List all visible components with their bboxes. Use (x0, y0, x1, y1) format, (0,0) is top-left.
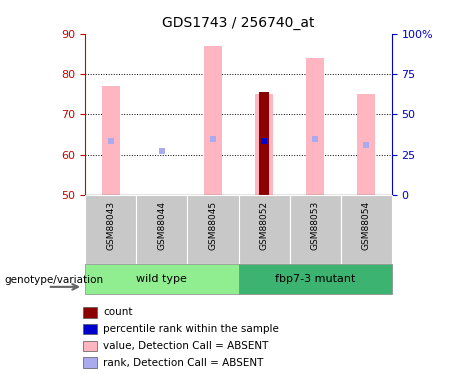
Bar (85, 195, 136, 264)
Bar (83, 324, 97, 334)
Text: GSM88054: GSM88054 (362, 201, 371, 250)
Text: wild type: wild type (136, 274, 187, 284)
Bar (259, 92, 270, 195)
Bar (83, 357, 97, 368)
Bar (204, 46, 222, 195)
Text: genotype/variation: genotype/variation (5, 275, 104, 285)
Text: percentile rank within the sample: percentile rank within the sample (103, 324, 279, 334)
Text: count: count (103, 307, 132, 317)
Text: GSM88043: GSM88043 (106, 201, 115, 250)
Text: value, Detection Call = ABSENT: value, Detection Call = ABSENT (103, 341, 268, 351)
Bar (83, 307, 97, 318)
Bar (188, 195, 239, 264)
Text: fbp7-3 mutant: fbp7-3 mutant (275, 274, 355, 284)
Text: GSM88053: GSM88053 (311, 201, 320, 250)
Bar (357, 94, 375, 195)
Bar (239, 264, 392, 294)
Bar (290, 195, 341, 264)
Bar (83, 340, 97, 351)
Text: GSM88052: GSM88052 (260, 201, 269, 250)
Bar (255, 94, 273, 195)
Text: rank, Detection Call = ABSENT: rank, Detection Call = ABSENT (103, 358, 263, 368)
Bar (239, 195, 290, 264)
Bar (306, 58, 324, 195)
Bar (85, 264, 239, 294)
Text: GSM88044: GSM88044 (157, 201, 166, 249)
Bar (136, 195, 188, 264)
Title: GDS1743 / 256740_at: GDS1743 / 256740_at (162, 16, 315, 30)
Bar (341, 195, 392, 264)
Bar (102, 86, 120, 195)
Text: GSM88045: GSM88045 (208, 201, 218, 250)
